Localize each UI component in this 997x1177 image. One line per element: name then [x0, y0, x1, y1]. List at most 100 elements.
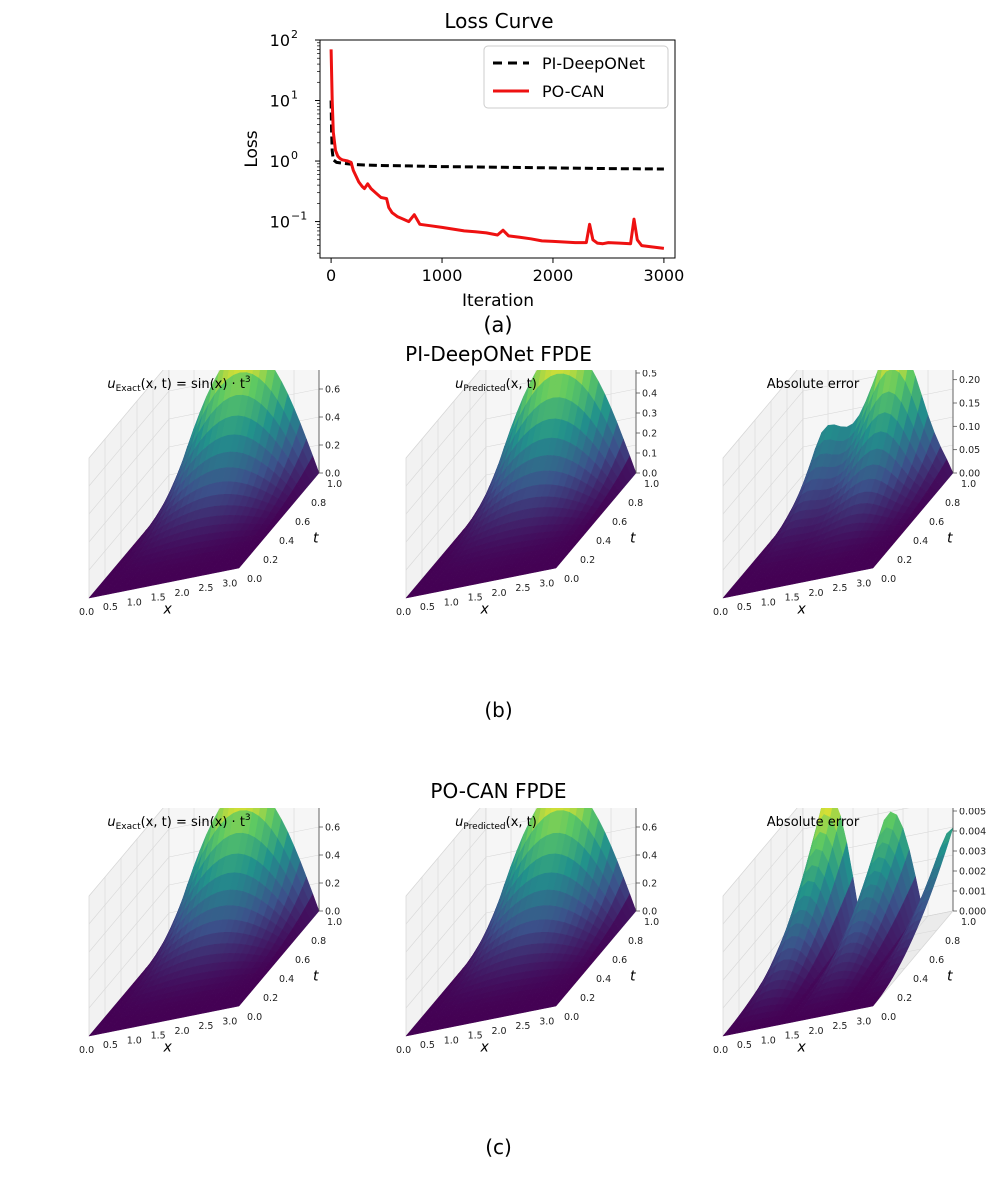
- x-tick-label: 0: [326, 266, 336, 285]
- z-tick-label: 0.1: [642, 449, 657, 460]
- x-tick-label: 3.0: [856, 1016, 871, 1027]
- y-tick-label: 10: [270, 152, 290, 171]
- z-tick-label: 0.0: [325, 907, 340, 918]
- x-tick-label: 0.0: [396, 1045, 411, 1056]
- z-tick-label: 0.002: [959, 867, 986, 878]
- t-tick-label: 0.2: [897, 993, 912, 1004]
- grid-line: [88, 370, 164, 459]
- t-tick-label: 0.4: [596, 974, 611, 985]
- x-axis-label: x: [797, 602, 807, 618]
- t-tick-label: 0.2: [897, 555, 912, 566]
- x-tick-label: 2.5: [832, 583, 847, 594]
- t-tick-label: 0.8: [945, 498, 960, 509]
- x-tick-label: 2.0: [174, 588, 189, 599]
- t-tick-label: 0.2: [263, 993, 278, 1004]
- z-tick-label: 0.15: [959, 399, 980, 410]
- x-tick-label: 1.5: [785, 593, 800, 604]
- y-tick-label: 10: [270, 31, 290, 50]
- x-tick-label: 2.5: [515, 1021, 530, 1032]
- t-tick-label: 0.6: [295, 517, 310, 528]
- t-axis-label: t: [947, 531, 953, 547]
- t-tick-label: 0.8: [628, 498, 643, 509]
- x-tick-label: 1.5: [468, 1031, 483, 1042]
- t-tick-label: 1.0: [644, 917, 659, 928]
- t-tick-label: 0.0: [881, 574, 896, 585]
- x-tick-label: 0.0: [79, 607, 94, 618]
- surface-plot-c1: 0.00.20.40.60.81.00.00.51.01.52.02.53.0x…: [396, 808, 659, 1056]
- loss-y-label: Loss: [242, 130, 262, 167]
- z-tick-label: 0.2: [325, 441, 340, 452]
- t-tick-label: 0.0: [247, 1012, 262, 1023]
- z-tick-label: 0.6: [642, 823, 657, 834]
- t-tick-label: 0.4: [279, 974, 294, 985]
- t-tick-label: 0.0: [881, 1012, 896, 1023]
- loss-legend: PI-DeepONet PO-CAN: [483, 45, 669, 109]
- x-tick-label: 2000: [533, 266, 574, 285]
- z-tick-label: 0.10: [959, 422, 980, 433]
- section-b-plots: 0.00.20.40.60.81.00.00.51.01.52.02.53.0x…: [79, 370, 980, 618]
- z-tick-label: 0.4: [642, 851, 657, 862]
- x-tick-label: 1.0: [127, 597, 142, 608]
- z-tick-label: 0.4: [325, 851, 340, 862]
- x-tick-label: 1000: [422, 266, 463, 285]
- t-axis-label: t: [313, 531, 319, 547]
- loss-x-axis: 0 1000 2000 3000: [326, 258, 684, 285]
- z-tick-label: 0.0: [642, 469, 657, 480]
- x-tick-label: 1.5: [151, 1031, 166, 1042]
- subplot-title: uExact(x, t) = sin(x) · t3: [107, 375, 250, 394]
- x-axis-label: x: [163, 602, 173, 618]
- grid-line: [405, 808, 481, 897]
- x-tick-label: 1.0: [761, 597, 776, 608]
- legend-box: [483, 45, 669, 109]
- x-tick-label: 3.0: [539, 578, 554, 589]
- x-tick-label: 2.5: [832, 1021, 847, 1032]
- x-tick-label: 3.0: [539, 1016, 554, 1027]
- surface-facet: [866, 562, 878, 570]
- z-tick-label: 0.0: [325, 469, 340, 480]
- x-tick-label: 0.5: [420, 602, 435, 613]
- surface-facet: [549, 562, 561, 570]
- t-tick-label: 1.0: [327, 917, 342, 928]
- t-tick-label: 1.0: [961, 479, 976, 490]
- loss-chart-title: Loss Curve: [444, 9, 553, 33]
- x-tick-label: 0.0: [396, 607, 411, 618]
- x-tick-label: 3.0: [856, 578, 871, 589]
- z-tick-label: 0.20: [959, 375, 980, 386]
- x-tick-label: 0.0: [713, 607, 728, 618]
- z-tick-label: 0.6: [325, 385, 340, 396]
- z-tick-label: 0.6: [325, 823, 340, 834]
- section-b-title: PI-DeepONet FPDE: [405, 342, 592, 366]
- t-tick-label: 0.6: [929, 955, 944, 966]
- t-tick-label: 1.0: [961, 917, 976, 928]
- x-tick-label: 0.5: [420, 1040, 435, 1051]
- x-tick-label: 0.0: [713, 1045, 728, 1056]
- x-tick-label: 0.5: [737, 602, 752, 613]
- x-tick-label: 2.0: [491, 588, 506, 599]
- t-tick-label: 0.8: [311, 498, 326, 509]
- z-tick-label: 0.2: [325, 879, 340, 890]
- x-tick-label: 0.5: [737, 1040, 752, 1051]
- surface-facet: [232, 1000, 244, 1008]
- subplot-title: Absolute error: [767, 377, 860, 392]
- surface-facet: [886, 370, 892, 373]
- z-tick-label: 0.5: [642, 370, 657, 380]
- section-c-plots: 0.00.20.40.60.81.00.00.51.01.52.02.53.0x…: [79, 808, 986, 1056]
- y-tick-exponent: −1: [291, 210, 307, 223]
- t-axis-label: t: [630, 969, 636, 985]
- t-axis-label: t: [630, 531, 636, 547]
- panel-label-b: (b): [484, 698, 513, 722]
- t-tick-label: 0.0: [564, 1012, 579, 1023]
- x-axis-label: x: [163, 1040, 173, 1056]
- t-tick-label: 0.6: [929, 517, 944, 528]
- z-tick-label: 0.00: [959, 469, 980, 480]
- series-line-po-can: [329, 49, 665, 250]
- t-tick-label: 0.0: [564, 574, 579, 585]
- grid-line: [405, 370, 481, 459]
- panel-label-c: (c): [485, 1135, 512, 1159]
- surface-facet: [866, 1000, 878, 1008]
- t-tick-label: 0.0: [247, 574, 262, 585]
- x-tick-label: 1.0: [444, 1035, 459, 1046]
- t-tick-label: 0.8: [945, 936, 960, 947]
- t-tick-label: 0.8: [311, 936, 326, 947]
